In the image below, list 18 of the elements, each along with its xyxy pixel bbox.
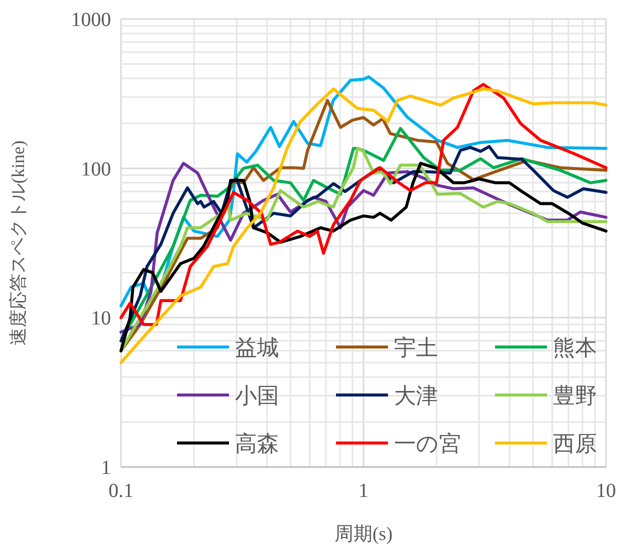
legend-label: 大津 xyxy=(394,383,438,408)
legend-label: 熊本 xyxy=(553,335,597,360)
legend-label: 高森 xyxy=(235,431,279,456)
y-tick-label: 1000 xyxy=(71,9,111,31)
x-tick-label: 10 xyxy=(596,480,616,502)
legend-label: 一の宮 xyxy=(394,431,461,456)
x-tick-label: 1 xyxy=(358,480,368,502)
legend-label: 宇土 xyxy=(394,335,438,360)
legend-label: 益城 xyxy=(235,335,279,360)
legend-label: 豊野 xyxy=(553,383,597,408)
x-axis-title: 周期(s) xyxy=(334,524,393,545)
y-tick-label: 100 xyxy=(81,158,111,180)
legend-label: 小国 xyxy=(235,383,279,408)
y-tick-label: 1 xyxy=(101,457,111,479)
y-axis-title: 速度応答スペクトル(kine) xyxy=(8,140,28,346)
y-tick-label: 10 xyxy=(91,308,111,330)
legend-label: 西原 xyxy=(553,431,597,456)
x-tick-label: 0.1 xyxy=(108,480,134,502)
